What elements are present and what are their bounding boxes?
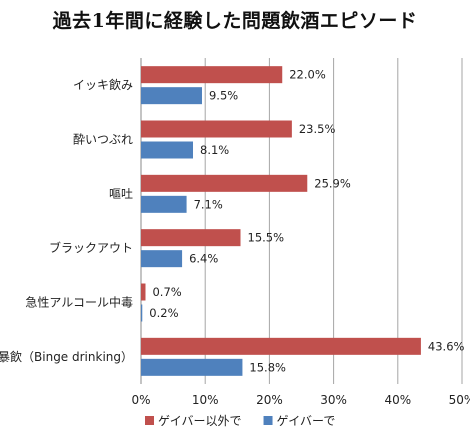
- legend-label: ゲイバーで: [277, 414, 336, 428]
- legend-swatch: [145, 416, 154, 425]
- chart-title: 過去1年間に経験した問題飲酒エピソード: [52, 10, 418, 32]
- data-label: 43.6%: [428, 339, 465, 353]
- bar: [141, 337, 421, 355]
- bar: [141, 174, 308, 192]
- data-label: 0.2%: [149, 306, 178, 320]
- x-tick-label: 30%: [320, 393, 347, 407]
- bar: [141, 66, 283, 84]
- x-tick-label: 10%: [192, 393, 219, 407]
- bar: [141, 283, 146, 301]
- category-label: 酔いつぶれ: [73, 132, 133, 147]
- data-label: 7.1%: [194, 197, 223, 211]
- bar: [141, 304, 143, 322]
- x-tick-label: 20%: [256, 393, 283, 407]
- grid-lines: [140, 58, 463, 384]
- labels: 22.0% 9.5% イッキ飲み 23.5% 8.1% 酔いつぶれ 25.9% 7.1% 嘔吐 1…: [0, 68, 465, 375]
- data-label: 0.7%: [152, 285, 181, 299]
- bar: [141, 141, 194, 159]
- data-label: 23.5%: [299, 122, 336, 136]
- bar: [141, 195, 187, 213]
- bar: [141, 120, 292, 138]
- bar: [141, 87, 202, 105]
- category-label: ブラックアウト: [49, 240, 133, 255]
- data-label: 6.4%: [189, 252, 218, 266]
- bar: [141, 358, 243, 376]
- category-label: 嘔吐: [109, 187, 133, 201]
- x-tick-label: 0%: [131, 393, 150, 407]
- data-label: 8.1%: [200, 143, 229, 157]
- legend-swatch: [263, 416, 273, 425]
- legend: ゲイバー以外で ゲイバーで: [145, 414, 335, 428]
- x-tick-label: 40%: [384, 393, 411, 407]
- bars: [141, 66, 421, 376]
- legend-label: ゲイバー以外で: [158, 414, 242, 428]
- category-label: 急性アルコール中毒: [25, 295, 133, 310]
- x-tick-label: 50%: [449, 393, 470, 407]
- bar: [141, 250, 183, 268]
- data-label: 15.8%: [249, 360, 286, 374]
- category-label: 暴飲（Binge drinking）: [0, 349, 133, 364]
- data-label: 22.0%: [289, 68, 326, 82]
- data-label: 25.9%: [314, 176, 351, 190]
- category-label: イッキ飲み: [73, 77, 133, 92]
- x-axis: 0% 10% 20% 30% 40% 50%: [131, 393, 470, 407]
- bar: [141, 229, 241, 247]
- data-label: 15.5%: [248, 231, 285, 245]
- data-label: 9.5%: [209, 89, 238, 103]
